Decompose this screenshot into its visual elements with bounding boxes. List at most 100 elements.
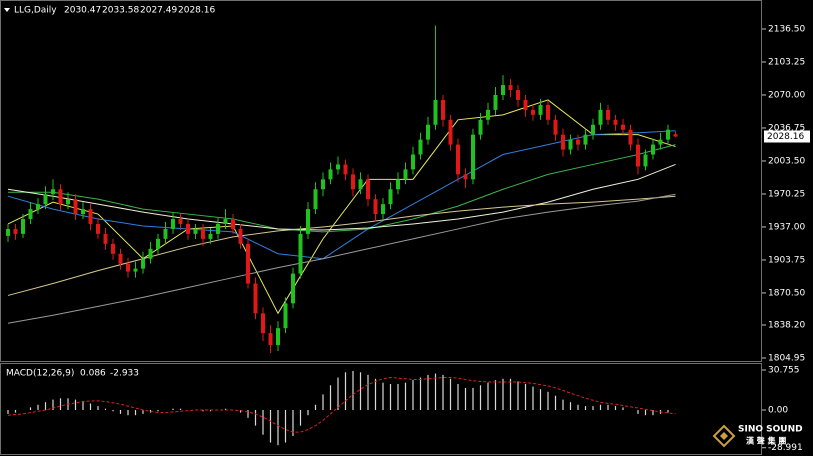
menu-arrow (4, 8, 10, 12)
candle-body (261, 313, 265, 334)
price-tag (764, 130, 810, 143)
candle-body (231, 219, 235, 229)
candle-body (111, 243, 115, 254)
candle-body (13, 228, 18, 234)
candle-body (298, 233, 303, 274)
candle-body (178, 219, 183, 224)
candle-body (613, 119, 618, 125)
y-tick-label: 1970.25 (768, 189, 805, 199)
brand-name: SINO SOUND (738, 425, 803, 435)
candle-body (576, 139, 580, 145)
open-label: 2030.47 (64, 6, 101, 16)
candle-body (606, 109, 610, 120)
candle-body (516, 90, 520, 100)
candle-body (636, 144, 640, 167)
candle-body (478, 119, 483, 135)
candle-body (403, 169, 408, 180)
candle-body (163, 228, 168, 239)
candle-body (103, 233, 108, 244)
candle-body (381, 204, 385, 215)
candle-body (531, 109, 535, 115)
macd-frame (0, 363, 762, 455)
candle-body (568, 139, 573, 150)
candle-body (441, 99, 445, 120)
candle-body (336, 164, 340, 170)
y-tick-label: 1804.95 (768, 353, 805, 363)
logo-core (720, 432, 728, 440)
candle-body (621, 124, 625, 130)
candle-body (133, 268, 138, 272)
candle-body (268, 333, 273, 346)
candle-body (6, 228, 10, 236)
candle-body (651, 144, 655, 155)
macd-name: MACD(12,26,9) (6, 369, 74, 379)
candle-body (66, 199, 70, 205)
candle-body (471, 134, 475, 180)
candle-body (51, 189, 55, 195)
candle-body (193, 228, 198, 234)
candle-body (523, 99, 528, 110)
candle-body (628, 129, 633, 145)
moving-average (8, 144, 676, 233)
candle-body (216, 223, 220, 234)
watermark: SINO SOUND 漢 聲 集 團 (712, 424, 803, 448)
candle-body (96, 223, 100, 234)
candle-body (28, 209, 33, 220)
candle-body (583, 134, 588, 145)
candle-body (313, 189, 318, 210)
candle-body (553, 119, 558, 135)
candle-body (673, 134, 678, 137)
candle-body (43, 194, 48, 205)
signal-line (7, 376, 676, 433)
candle-body (366, 179, 370, 200)
candle-body (73, 199, 78, 215)
candle-body (373, 199, 378, 215)
main-frame (0, 0, 762, 362)
y-tick-label: 1903.75 (768, 255, 805, 265)
candle-body (141, 258, 145, 269)
candle-body (21, 219, 25, 234)
candle-body (591, 124, 595, 135)
candle-body (118, 253, 123, 264)
candle-body (538, 104, 543, 115)
candle-body (321, 179, 325, 190)
y-tick-label: 2070.00 (768, 90, 805, 100)
macd-y-tick-label: 0.00 (768, 406, 788, 416)
candle-body (148, 248, 153, 259)
candle-body (358, 179, 363, 190)
candle-body (546, 104, 550, 120)
candle-body (291, 273, 295, 304)
y-tick-label: 1870.50 (768, 288, 805, 298)
macd-y-tick-label: -28.991 (768, 443, 803, 453)
candle-body (81, 209, 85, 215)
moving-average (7, 193, 676, 324)
candle-body (186, 223, 190, 234)
candle-body (156, 238, 160, 249)
candle-body (388, 189, 393, 205)
y-tick-label: 2036.75 (768, 123, 805, 133)
candle-body (411, 154, 415, 170)
candle-body (58, 189, 63, 205)
y-tick-label: 1937.00 (768, 222, 805, 232)
candle-body (88, 209, 93, 224)
candle-body (448, 119, 453, 145)
brand-chinese: 漢 聲 集 團 (746, 436, 786, 446)
macd-y-tick-label: 30.755 (768, 366, 800, 376)
candle-body (643, 154, 648, 167)
close-label: 2028.16 (178, 6, 215, 16)
high-label: 2033.58 (102, 6, 139, 16)
price-tag-label: 2028.16 (767, 132, 804, 142)
candle-body (508, 85, 513, 91)
y-tick-label: 2103.25 (768, 57, 805, 67)
candle-body (253, 283, 258, 314)
candle-body (306, 209, 310, 234)
candle-body (493, 94, 498, 110)
candle-body (418, 139, 423, 155)
low-label: 2027.49 (140, 6, 177, 16)
candle-body (486, 109, 490, 120)
logo-diamond (712, 424, 736, 448)
candle-body (343, 164, 348, 175)
candle-body (658, 139, 663, 145)
candle-body (666, 129, 670, 140)
